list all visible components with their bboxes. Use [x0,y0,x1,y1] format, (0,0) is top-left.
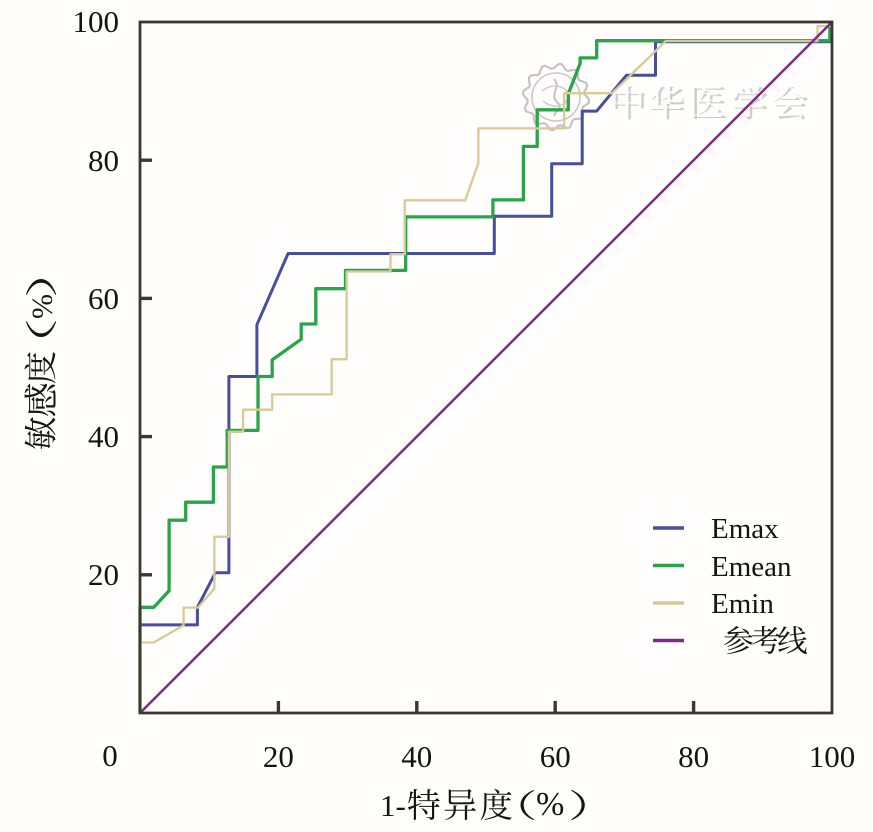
svg-text:20: 20 [88,557,119,592]
svg-text:80: 80 [678,739,709,774]
svg-text:%: % [536,786,564,823]
svg-text:Emin: Emin [711,588,774,620]
svg-text:100: 100 [73,4,120,39]
svg-text:Emax: Emax [711,513,779,545]
svg-text:0: 0 [102,738,118,773]
svg-text:40: 40 [401,739,432,774]
svg-text:%: % [26,294,59,319]
svg-text:20: 20 [263,739,294,774]
svg-text:60: 60 [540,739,571,774]
svg-text:60: 60 [88,281,119,316]
svg-text:100: 100 [809,739,856,774]
svg-text:Emean: Emean [711,551,792,583]
svg-text:40: 40 [88,419,119,454]
svg-text:1-: 1- [380,788,406,823]
svg-text:80: 80 [88,143,119,178]
